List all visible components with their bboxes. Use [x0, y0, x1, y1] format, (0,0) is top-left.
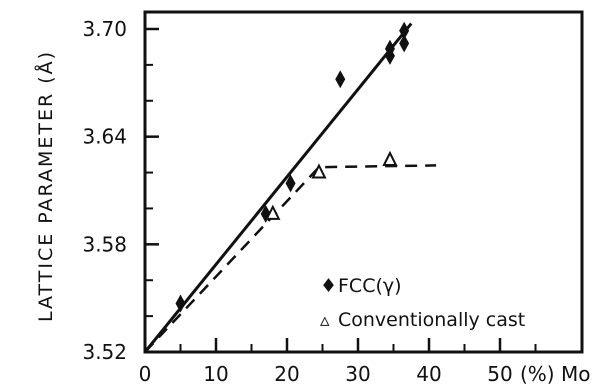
cast-fit-line	[144, 164, 437, 353]
legend: ♦ FCC(γ) ▵ Conventionally cast	[320, 275, 525, 331]
y-tick-label: 3.64	[82, 125, 127, 149]
legend-label-cast: Conventionally cast	[338, 309, 525, 331]
x-tick-label: 0	[139, 362, 152, 386]
x-tick-label: 30	[345, 362, 370, 386]
cast-triangle-point	[311, 163, 327, 179]
x-axis-unit-label: (%) Mo	[520, 362, 590, 386]
axes	[143, 10, 584, 354]
fcc-diamond-point	[285, 174, 296, 193]
plot-frame	[143, 10, 584, 354]
fcc-diamond-point	[399, 21, 410, 40]
fcc-diamond-point	[335, 70, 346, 89]
y-tick-label: 3.52	[82, 340, 127, 364]
cast-triangle-point	[382, 150, 398, 166]
legend-label-fcc: FCC(γ)	[338, 275, 402, 297]
x-tick-label: 10	[203, 362, 228, 386]
data-points	[175, 21, 410, 313]
x-tick-label: 20	[274, 362, 299, 386]
tick-labels: 0 10 20 30 40 50 3.52 3.58 3.64 3.70	[82, 17, 512, 386]
x-tick-label: 50	[487, 362, 512, 386]
fit-lines	[143, 22, 437, 353]
y-axis-title: LATTICE PARAMETER (Å)	[34, 50, 57, 322]
y-tick-label: 3.70	[82, 17, 127, 41]
legend-symbol-fcc: ♦	[320, 275, 337, 297]
x-tick-label: 40	[416, 362, 441, 386]
legend-symbol-cast: ▵	[320, 309, 330, 331]
fcc-diamond-point	[175, 294, 186, 313]
y-tick-label: 3.58	[82, 232, 127, 256]
ticks	[143, 27, 537, 354]
fcc-diamond-point	[399, 34, 410, 53]
fcc-fit-line	[143, 22, 413, 353]
fcc-diamond-point	[384, 39, 395, 58]
cast-triangle-point	[265, 204, 281, 220]
